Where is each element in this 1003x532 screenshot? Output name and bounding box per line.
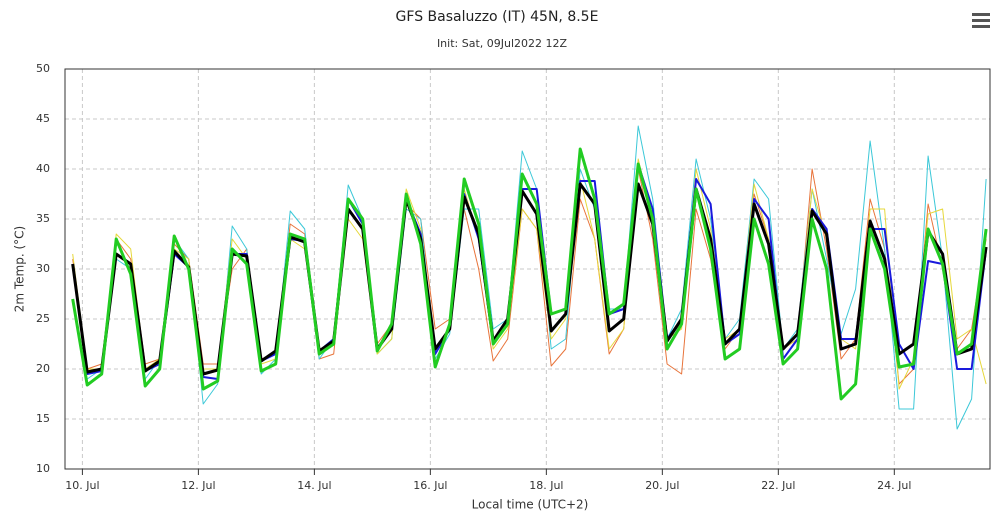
chart-subtitle: Init: Sat, 09Jul2022 12Z	[437, 37, 568, 50]
x-tick-label: 12. Jul	[181, 479, 215, 492]
x-tick-label: 10. Jul	[65, 479, 99, 492]
x-tick-label: 16. Jul	[413, 479, 447, 492]
menu-bar	[972, 19, 990, 22]
menu-button[interactable]	[972, 13, 990, 28]
y-tick-label: 20	[36, 362, 50, 375]
y-tick-label: 30	[36, 262, 50, 275]
series-line	[72, 158, 987, 390]
y-tick-label: 45	[36, 112, 50, 125]
y-tick-label: 15	[36, 412, 50, 425]
x-tick-label: 14. Jul	[297, 479, 331, 492]
y-tick-label: 40	[36, 162, 50, 175]
x-tick-label: 22. Jul	[761, 479, 795, 492]
series-line	[72, 125, 987, 430]
x-axis-label: Local time (UTC+2)	[472, 498, 589, 512]
chart-title: GFS Basaluzzo (IT) 45N, 8.5E	[396, 9, 599, 25]
x-tick-label: 20. Jul	[645, 479, 679, 492]
menu-bar	[972, 13, 990, 16]
y-tick-label: 25	[36, 312, 50, 325]
series-line	[71, 147, 988, 401]
x-tick-label: 18. Jul	[529, 479, 563, 492]
y-tick-label: 50	[36, 62, 50, 75]
menu-bar	[972, 25, 990, 28]
y-axis-label: 2m Temp. (°C)	[13, 226, 27, 313]
y-tick-label: 35	[36, 212, 50, 225]
x-tick-label: 24. Jul	[877, 479, 911, 492]
plot-frame	[64, 68, 991, 470]
series-line	[71, 182, 988, 376]
y-tick-label: 10	[36, 462, 50, 475]
